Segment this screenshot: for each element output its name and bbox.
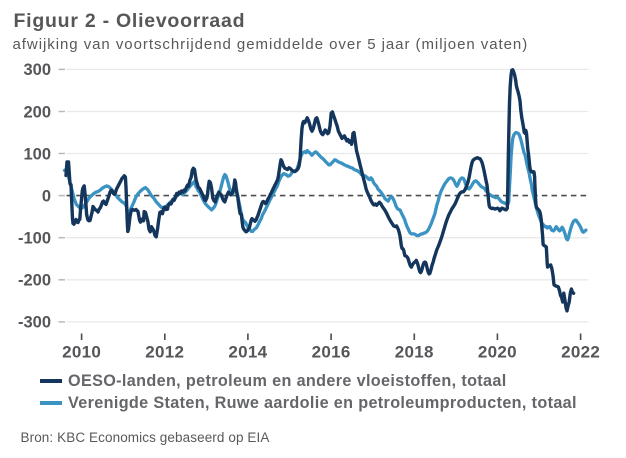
svg-text:2010: 2010 [62, 343, 101, 362]
svg-text:-300: -300 [18, 314, 51, 332]
svg-text:2016: 2016 [312, 343, 351, 362]
svg-text:-200: -200 [18, 272, 51, 290]
svg-text:2018: 2018 [395, 343, 434, 362]
svg-text:0: 0 [42, 187, 51, 205]
svg-text:300: 300 [23, 61, 51, 79]
svg-text:2020: 2020 [478, 343, 517, 362]
svg-text:100: 100 [23, 145, 51, 163]
svg-text:200: 200 [23, 103, 51, 121]
svg-text:-100: -100 [18, 230, 51, 248]
svg-text:2012: 2012 [145, 343, 184, 362]
svg-text:2022: 2022 [561, 343, 600, 362]
svg-text:2014: 2014 [228, 343, 267, 362]
